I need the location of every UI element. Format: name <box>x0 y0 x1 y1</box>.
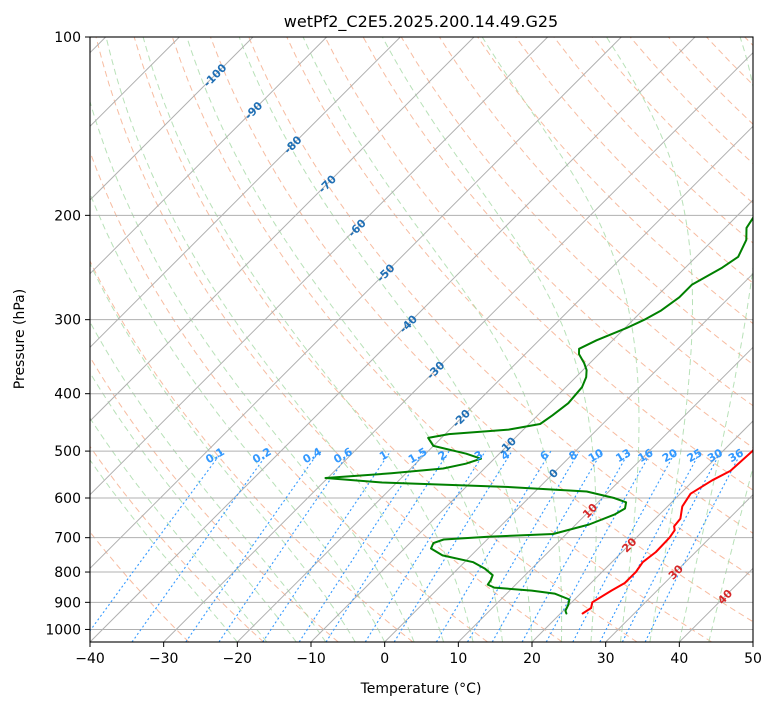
y-tick-label: 800 <box>54 565 81 581</box>
mixing-ratio-line <box>644 450 743 642</box>
mixing-ratio-line <box>298 450 425 642</box>
mixing-ratio-line <box>262 450 392 642</box>
moist-adiabat-line <box>90 371 297 642</box>
x-tick-label: 30 <box>597 651 615 667</box>
moist-adiabat-line <box>90 192 386 642</box>
moist-adiabat-line <box>186 37 503 642</box>
chart-title: wetPf2_C2E5.2025.200.14.49.G25 <box>284 12 558 32</box>
dry-adiabat-line <box>90 445 264 642</box>
isotherm-line <box>90 37 549 496</box>
x-tick-label: −30 <box>149 651 179 667</box>
moist-adiabat-line <box>90 459 238 642</box>
dry-adiabat-line <box>95 37 563 642</box>
y-tick-label: 900 <box>54 595 81 611</box>
moist-adiabat-line <box>302 37 563 642</box>
mixing-ratio-line <box>185 450 320 642</box>
plot-area <box>90 37 753 642</box>
dry-adiabat-line <box>90 259 414 642</box>
mixing-ratio-line <box>393 450 513 642</box>
moist-adiabat-line <box>90 262 356 642</box>
dry-adiabat-line <box>286 37 753 534</box>
y-axis-label: Pressure (hPa) <box>12 289 28 389</box>
isotherm-line <box>90 37 254 201</box>
moist-adiabat-line <box>90 321 327 642</box>
profile-lines <box>324 216 753 615</box>
x-tick-label: 10 <box>449 651 467 667</box>
isotherm-line <box>457 346 753 642</box>
moist-adiabat-line <box>90 417 268 642</box>
moist-adiabat-line <box>238 37 533 642</box>
isotherm-line <box>90 37 328 275</box>
isotherm-line <box>384 272 753 642</box>
mixing-ratio-line <box>325 450 450 642</box>
plot-frame <box>89 36 754 643</box>
isotherm-line <box>90 37 696 642</box>
y-tick-label: 200 <box>54 208 81 224</box>
mixing-ratio-line <box>599 450 701 642</box>
isotherm-line <box>236 125 753 642</box>
moist-adiabat-line <box>105 37 445 642</box>
moist-adiabat-line <box>381 37 597 642</box>
isotherm-line <box>605 493 753 642</box>
isotherm-line <box>531 420 753 642</box>
dry-adiabat-line <box>210 37 753 623</box>
profile-line <box>581 448 753 615</box>
isotherm-line <box>163 51 753 642</box>
y-tick-label: 100 <box>54 30 81 46</box>
moist-adiabat-line <box>142 37 474 642</box>
axes: −40 −30 −20 −10 0 10 20 30 40 50 100 200 300 400 500 60… <box>45 30 762 667</box>
moist-adiabat-line <box>678 37 753 642</box>
y-tick-label: 600 <box>54 491 81 507</box>
isotherm-line <box>90 37 475 422</box>
y-tick-label: 300 <box>54 313 81 329</box>
profile-line <box>324 216 753 615</box>
x-tick-label: −40 <box>75 651 105 667</box>
dry-adiabat-line <box>248 37 753 578</box>
x-tick-label: 20 <box>523 651 541 667</box>
moist-adiabat-line <box>606 37 693 642</box>
background-lines <box>90 37 753 642</box>
mixing-ratio-line <box>218 450 351 642</box>
x-tick-label: −20 <box>223 651 253 667</box>
mixing-ratio-line <box>435 450 552 642</box>
x-tick-label: 0 <box>380 651 389 667</box>
mixing-ratio-line <box>572 450 677 642</box>
y-tick-label: 1000 <box>45 622 81 638</box>
mixing-ratio-line <box>364 450 486 642</box>
mixing-ratio-line <box>545 450 653 642</box>
dry-adiabat-line <box>515 37 753 284</box>
mixing-ratio-line <box>467 450 580 642</box>
dry-adiabat-line <box>133 37 638 642</box>
dry-adiabat-line <box>324 37 753 491</box>
x-tick-label: 40 <box>670 651 688 667</box>
x-axis-label: Temperature (°C) <box>360 681 482 697</box>
moist-adiabat-line <box>708 465 753 642</box>
isotherm-line <box>310 199 753 642</box>
moist-adiabat-line <box>481 37 640 642</box>
x-tick-label: −10 <box>296 651 326 667</box>
x-tick-label: 50 <box>744 651 762 667</box>
isotherm-line <box>90 37 401 349</box>
y-tick-label: 400 <box>54 387 81 403</box>
y-tick-label: 500 <box>54 444 81 460</box>
isotherm-line <box>90 37 622 570</box>
mixing-ratio-line <box>131 450 270 642</box>
y-tick-label: 700 <box>54 531 81 547</box>
